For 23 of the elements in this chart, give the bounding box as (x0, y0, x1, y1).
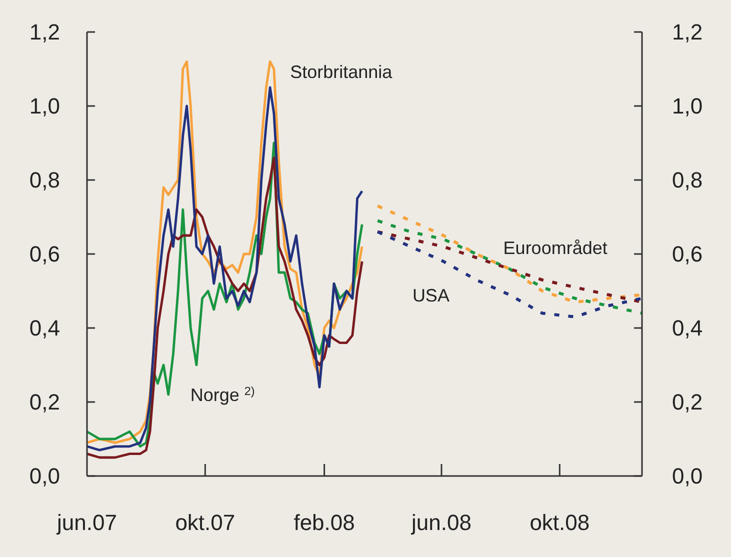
x-tick-label: okt.08 (530, 510, 590, 535)
x-tick-label: feb.08 (294, 510, 355, 535)
y-tick-label: 1,0 (29, 94, 60, 119)
series-label: USA (412, 286, 450, 306)
y2-tick-label: 0,8 (672, 168, 703, 193)
y2-tick-label: 1,2 (672, 20, 703, 45)
y2-tick-label: 1,0 (672, 94, 703, 119)
y-tick-label: 0,0 (29, 464, 60, 489)
y-tick-label: 0,4 (29, 316, 60, 341)
y-tick-label: 0,6 (29, 242, 60, 267)
series-label: Norge $^{2)}$ (190, 384, 255, 405)
y-tick-label: 0,8 (29, 168, 60, 193)
x-tick-label: okt.07 (175, 510, 236, 535)
y2-tick-label: 0,0 (672, 464, 703, 489)
x-tick-label: jun.08 (410, 510, 472, 535)
y-tick-label: 1,2 (29, 20, 60, 45)
y2-tick-label: 0,6 (672, 242, 703, 267)
y2-tick-label: 0,4 (672, 316, 703, 341)
series-label: Euroområdet (503, 238, 608, 258)
x-tick-label: jun.07 (56, 510, 117, 535)
y2-tick-label: 0,2 (672, 390, 703, 415)
series-label: Storbritannia (290, 62, 394, 82)
y-tick-label: 0,2 (29, 390, 60, 415)
